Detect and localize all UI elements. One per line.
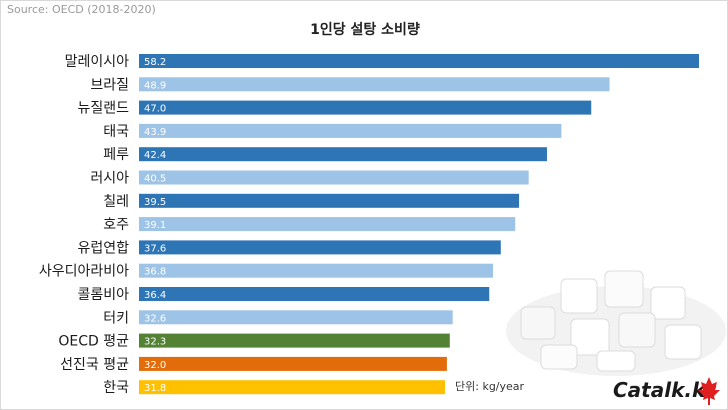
category-labels-group: 말레이시아브라질뉴질랜드태국페루러시아칠레호주유럽연합사우디아라비아콜롬비아터키… bbox=[39, 54, 129, 396]
category-label-4: 페루 bbox=[103, 147, 129, 163]
value-label-10: 36.4 bbox=[144, 290, 166, 301]
value-label-9: 36.8 bbox=[144, 267, 166, 278]
category-label-9: 사우디아라비아 bbox=[39, 264, 129, 280]
bar-11 bbox=[139, 310, 453, 325]
value-label-11: 32.6 bbox=[144, 313, 166, 324]
bar-9 bbox=[139, 263, 494, 278]
bar-1 bbox=[139, 77, 610, 92]
bar-12 bbox=[139, 333, 450, 348]
bar-7 bbox=[139, 217, 516, 232]
value-label-1: 48.9 bbox=[144, 80, 166, 91]
bar-8 bbox=[139, 240, 501, 255]
unit-note: 단위: kg/year bbox=[455, 380, 525, 393]
bar-5 bbox=[139, 170, 529, 185]
maple-leaf-icon bbox=[698, 377, 720, 405]
catalk-logo: Catalk.kr bbox=[613, 377, 720, 405]
sugar-cubes-illustration bbox=[506, 270, 726, 376]
category-label-1: 브라질 bbox=[90, 77, 129, 93]
value-label-3: 43.9 bbox=[144, 127, 166, 138]
category-label-8: 유럽연합 bbox=[77, 240, 129, 256]
category-label-14: 한국 bbox=[103, 380, 129, 396]
category-label-7: 호주 bbox=[103, 217, 129, 233]
category-label-2: 뉴질랜드 bbox=[77, 101, 129, 117]
source-note: Source: OECD (2018-2020) bbox=[7, 3, 156, 16]
value-label-14: 31.8 bbox=[144, 383, 166, 394]
category-label-10: 콜롬비아 bbox=[77, 287, 129, 303]
category-label-0: 말레이시아 bbox=[65, 54, 130, 70]
value-label-2: 47.0 bbox=[144, 104, 166, 115]
bar-2 bbox=[139, 100, 592, 115]
value-label-12: 32.3 bbox=[144, 337, 166, 348]
category-label-5: 러시아 bbox=[90, 171, 129, 187]
bar-10 bbox=[139, 287, 490, 301]
category-label-11: 터키 bbox=[103, 310, 129, 326]
bar-3 bbox=[139, 123, 562, 138]
category-label-13: 선진국 평균 bbox=[60, 357, 129, 373]
chart-title: 1인당 설탕 소비량 bbox=[310, 22, 420, 38]
value-label-4: 42.4 bbox=[144, 150, 166, 161]
bar-4 bbox=[139, 147, 547, 162]
category-label-12: OECD 평균 bbox=[58, 334, 129, 350]
value-label-7: 39.1 bbox=[144, 220, 166, 231]
bar-14 bbox=[139, 380, 445, 395]
value-label-8: 37.6 bbox=[144, 243, 166, 254]
bar-0 bbox=[139, 54, 699, 68]
bar-13 bbox=[139, 356, 447, 371]
category-label-6: 칠레 bbox=[103, 194, 129, 210]
bar-6 bbox=[139, 193, 520, 208]
value-label-0: 58.2 bbox=[144, 57, 166, 68]
value-label-6: 39.5 bbox=[144, 197, 166, 208]
value-label-13: 32.0 bbox=[144, 360, 166, 371]
value-label-5: 40.5 bbox=[144, 174, 166, 185]
category-label-3: 태국 bbox=[103, 124, 129, 140]
bars-group bbox=[139, 54, 699, 395]
value-labels-group: 58.2 48.9 47.0 43.9 42.4 40.5 39.5 39.1 37.6 36.8… bbox=[144, 57, 166, 394]
